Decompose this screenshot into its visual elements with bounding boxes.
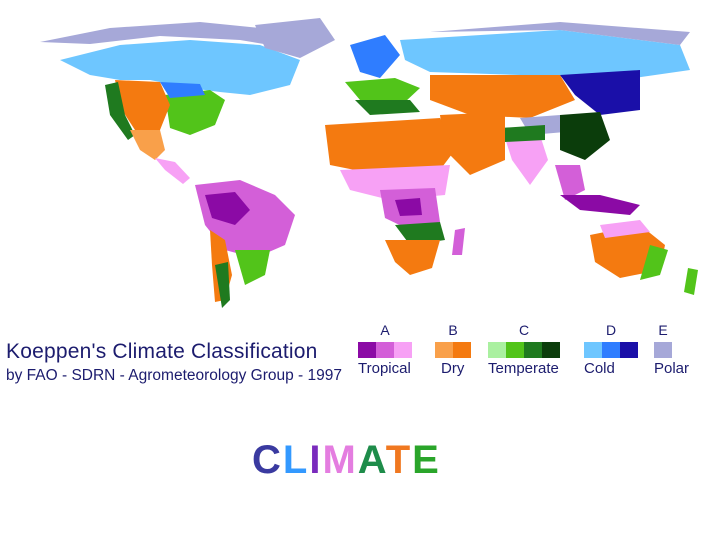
central-asia-dry (430, 75, 575, 118)
central-america-tropical (155, 158, 190, 184)
south-brazil-temperate (235, 250, 270, 285)
europe-temperate (345, 78, 420, 102)
color-swatch (435, 342, 453, 358)
color-swatch (620, 342, 638, 358)
us-west-dry (115, 80, 170, 130)
legend-swatches (584, 342, 638, 358)
heading-letter: A (357, 438, 386, 482)
color-swatch (453, 342, 471, 358)
amazon-tropical (195, 180, 295, 258)
color-swatch (376, 342, 394, 358)
legend-letter: E (658, 322, 668, 338)
central-africa-core (395, 198, 422, 216)
legend-letter: C (518, 322, 530, 338)
mediterranean (355, 100, 420, 115)
legend-letter: A (380, 322, 390, 338)
greenland-polar (255, 18, 335, 58)
heading-letter: E (412, 438, 441, 482)
climate-heading: CLIMATE (252, 438, 441, 483)
legend-name: Tropical (358, 360, 411, 377)
southeast-asia-tropical (555, 165, 585, 200)
heading-letter: C (252, 438, 283, 482)
arctic-asia-polar (430, 22, 690, 45)
kalahari-dry (385, 240, 440, 275)
heading-letter: I (309, 438, 323, 482)
legend-swatches (435, 342, 471, 358)
color-swatch (524, 342, 542, 358)
legend-swatches (488, 342, 560, 358)
sahara-dry (325, 118, 455, 175)
patagonia-temperate (215, 262, 230, 308)
legend-title: Koeppen's Climate Classification (6, 340, 318, 363)
legend-name: Dry (441, 360, 465, 377)
us-east-temperate (165, 90, 225, 135)
indonesia-tropical (560, 195, 640, 215)
world-climate-map (40, 18, 698, 308)
color-swatch (654, 342, 672, 358)
legend-swatches (358, 342, 412, 358)
amazon-core (205, 192, 250, 225)
legend-name: Temperate (488, 360, 559, 377)
color-swatch (488, 342, 506, 358)
legend-letter: D (605, 322, 617, 338)
color-swatch (542, 342, 560, 358)
legend-letter: B (448, 322, 458, 338)
mexico-dry (130, 130, 165, 160)
color-swatch (506, 342, 524, 358)
legend-subtitle: by FAO - SDRN - Agrometeorology Group - … (6, 367, 342, 384)
siberia-cold (400, 30, 690, 80)
new-zealand-temperate (684, 268, 698, 295)
heading-letter: L (282, 438, 310, 482)
scandinavia-cold (350, 35, 400, 78)
australia-north-tropical (600, 220, 650, 238)
china-temperate (560, 112, 610, 160)
southern-africa-temperate (395, 222, 445, 245)
legend-name: Cold (584, 360, 615, 377)
north-america-cold (60, 40, 300, 95)
legend-swatches (654, 342, 672, 358)
heading-letter: T (385, 438, 413, 482)
color-swatch (394, 342, 412, 358)
us-central-cold (160, 82, 205, 98)
color-swatch (584, 342, 602, 358)
heading-letter: M (322, 438, 358, 482)
madagascar-tropical (452, 228, 465, 255)
india-north-temperate (500, 125, 545, 142)
color-swatch (602, 342, 620, 358)
color-swatch (358, 342, 376, 358)
middle-east-dry (440, 112, 505, 175)
india-tropical (505, 135, 548, 185)
australia-east-temperate (640, 245, 668, 280)
legend-name: Polar (654, 360, 690, 377)
arctic-polar (40, 22, 300, 50)
west-coast-temperate (105, 82, 135, 140)
east-siberia-cold (560, 70, 640, 115)
